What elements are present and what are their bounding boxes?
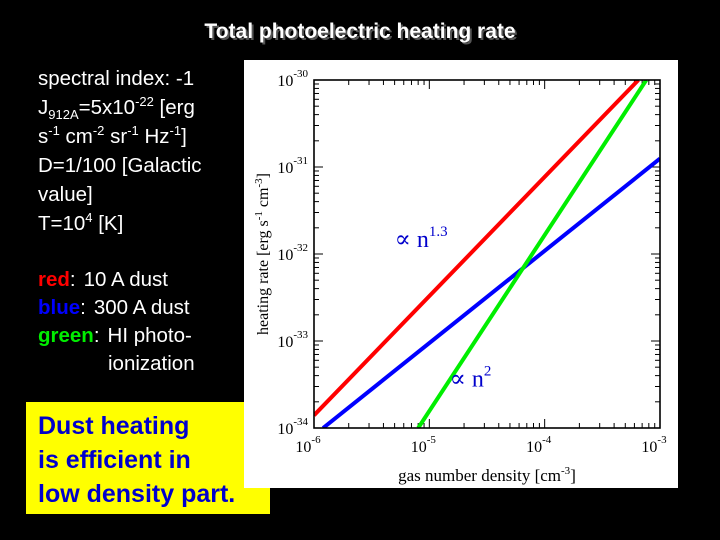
legend-key-red: red <box>38 268 70 291</box>
intensity-unit-text: s-1 cm-2 sr-1 Hz-1] <box>38 123 187 148</box>
dust-ratio-text: D=1/100 [Galactic <box>38 154 202 177</box>
heating-rate-chart: 10-6 10-5 10-4 10-3 10-34 10-33 10-32 10-31 10-3… <box>253 68 667 485</box>
proportionality-label-1: ∝ n1.3 <box>395 224 448 253</box>
legend-row-red: red : 10 A dust <box>38 266 195 294</box>
legend-desc-red: 10 A dust <box>83 268 168 291</box>
spectral-index-text: spectral index: -1 <box>38 67 195 90</box>
legend-colon: : <box>80 296 86 319</box>
color-legend: red : 10 A dust blue : 300 A dust green … <box>38 266 195 378</box>
parameter-list: spectral index: -1 J912A=5x10-22 [erg s-… <box>38 64 248 238</box>
y-axis-label: heating rate [erg s-1 cm-3] <box>253 173 272 335</box>
legend-desc-green-cont: ionization <box>108 352 195 375</box>
x-axis-label: gas number density [cm-3] <box>398 465 576 485</box>
conclusion-callout: Dust heating is efficient in low density… <box>26 402 270 514</box>
legend-colon: : <box>69 268 76 291</box>
plot-frame <box>313 79 661 429</box>
series-layer <box>314 80 660 428</box>
legend-row-green: green : HI photo- <box>38 322 195 350</box>
callout-line-3: low density part. <box>38 480 236 508</box>
y-tick-label: 10-31 <box>277 155 308 177</box>
intensity-text: J912A=5x10-22 [erg <box>38 94 195 123</box>
callout-line-2: is efficient in <box>38 446 191 474</box>
legend-colon: : <box>93 324 100 347</box>
y-tick-label: 10-32 <box>277 242 308 264</box>
dust-ratio-text-cont: value] <box>38 183 93 206</box>
annotation-layer: ∝ n1.3 ∝ n2 <box>395 224 492 392</box>
chart-panel: 10-6 10-5 10-4 10-3 10-34 10-33 10-32 10-31 10-3… <box>244 60 678 488</box>
series-line-blue <box>321 157 660 428</box>
temperature-text: T=104 [K] <box>38 210 124 235</box>
legend-desc-green: HI photo- <box>107 324 192 347</box>
y-tick-label: 10-30 <box>277 68 308 90</box>
series-line-green <box>416 80 648 428</box>
x-tick-label: 10-5 <box>411 434 437 456</box>
proportionality-label-2: ∝ n2 <box>450 363 492 392</box>
y-tick-label: 10-33 <box>277 329 308 351</box>
legend-row-blue: blue : 300 A dust <box>38 294 195 322</box>
legend-key-green: green <box>38 324 94 347</box>
x-tick-label: 10-4 <box>526 434 552 456</box>
callout-line-1: Dust heating <box>38 412 190 440</box>
tick-labels: 10-6 10-5 10-4 10-3 10-34 10-33 10-32 10-31 10-3… <box>277 68 667 456</box>
legend-desc-blue: 300 A dust <box>93 296 190 319</box>
x-tick-label: 10-6 <box>295 434 321 456</box>
axis-ticks <box>313 80 660 429</box>
y-tick-label: 10-34 <box>277 416 308 438</box>
x-tick-label: 10-3 <box>641 434 667 456</box>
legend-key-blue: blue <box>38 296 81 319</box>
series-line-red <box>314 80 640 417</box>
slide-title: Total photoelectric heating rate <box>204 20 516 43</box>
